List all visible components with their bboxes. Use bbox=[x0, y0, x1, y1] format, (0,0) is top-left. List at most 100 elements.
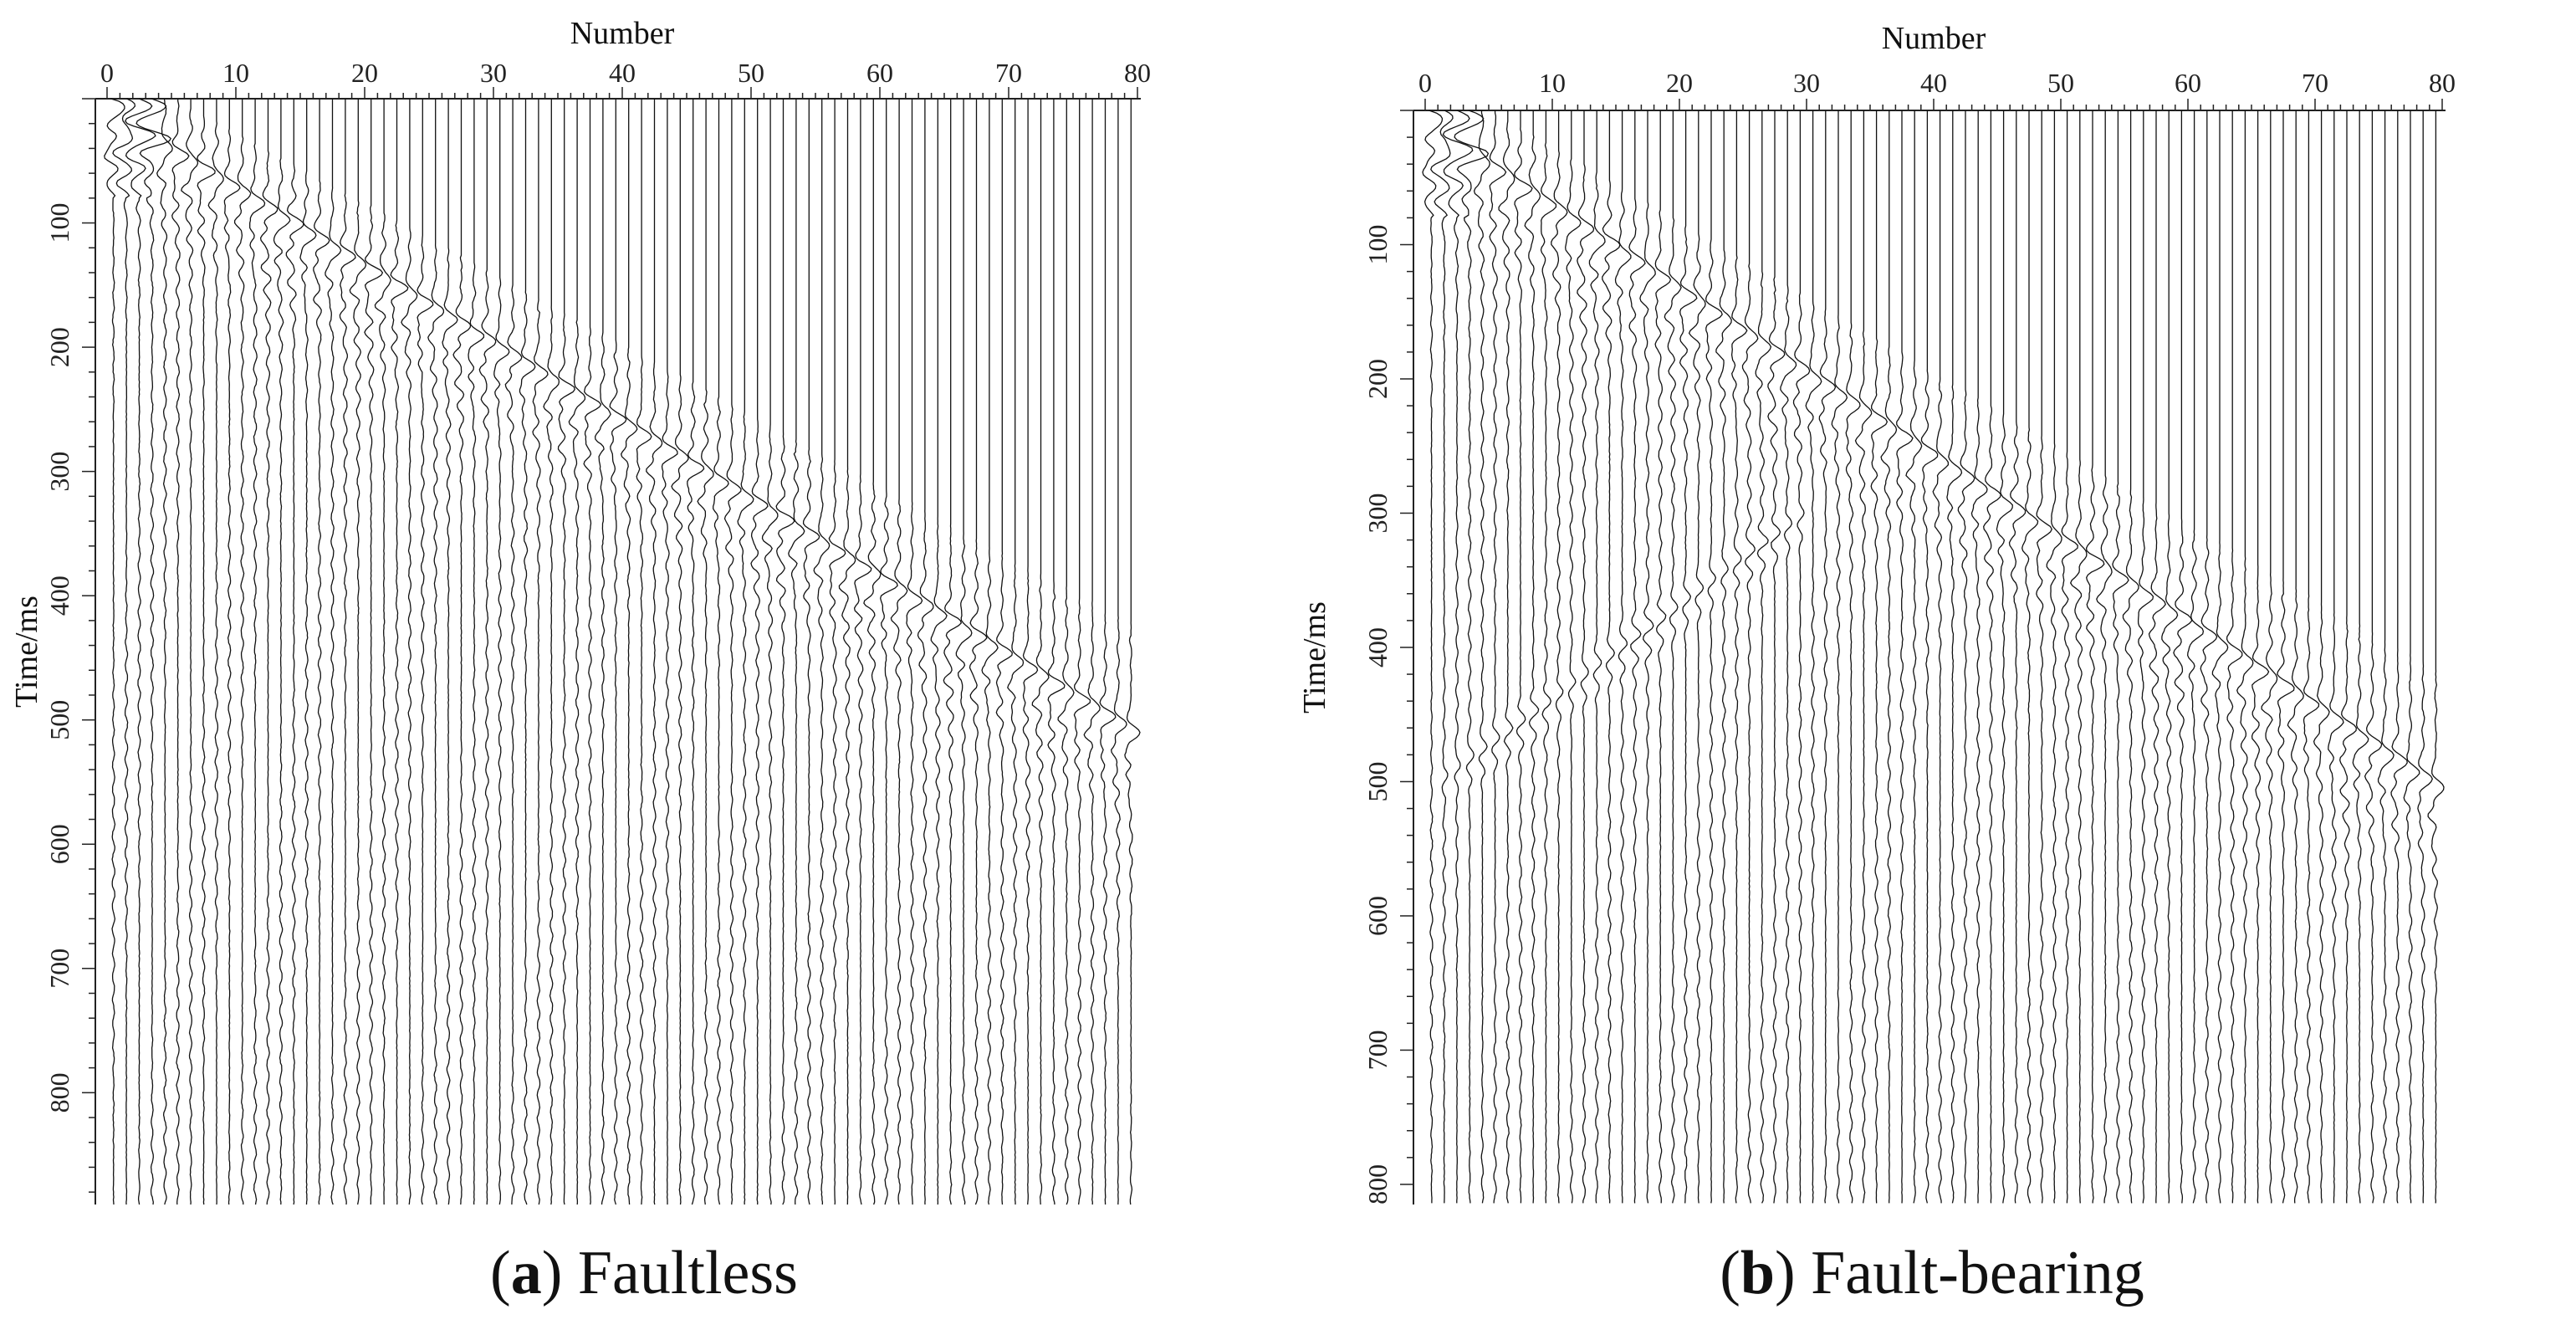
seismic-trace bbox=[1664, 110, 1682, 1204]
seismic-trace bbox=[156, 98, 173, 1205]
seismic-trace bbox=[838, 99, 856, 1205]
seismic-trace bbox=[568, 99, 586, 1205]
caption-letter: a bbox=[510, 1239, 542, 1307]
seismic-trace bbox=[1124, 99, 1141, 1205]
seismic-trace bbox=[2061, 110, 2078, 1204]
seismic-trace bbox=[880, 99, 898, 1205]
seismic-trace bbox=[1057, 99, 1075, 1205]
seismic-trace bbox=[761, 99, 779, 1205]
seismic-trace bbox=[1920, 110, 1939, 1204]
seismic-trace bbox=[2200, 110, 2218, 1204]
seismic-trace bbox=[1805, 110, 1822, 1204]
y-tick-label: 200 bbox=[44, 327, 74, 367]
seismic-trace bbox=[1454, 110, 1490, 1204]
seismic-trace bbox=[2187, 110, 2205, 1204]
seismic-trace bbox=[2137, 110, 2154, 1204]
seismic-trace bbox=[223, 99, 241, 1205]
seismic-trace bbox=[1473, 110, 1490, 1204]
seismic-trace bbox=[519, 99, 536, 1205]
seismic-trace bbox=[1767, 110, 1786, 1204]
seismic-trace bbox=[171, 99, 190, 1205]
seismic-trace bbox=[543, 99, 560, 1205]
x-tick-label: 10 bbox=[1539, 68, 1566, 98]
y-axis-title: Time/ms bbox=[1297, 601, 1332, 714]
y-tick-label: 600 bbox=[44, 824, 74, 864]
seismic-trace bbox=[1099, 99, 1117, 1205]
seismic-trace bbox=[2069, 110, 2088, 1204]
seismic-trace bbox=[2427, 110, 2445, 1204]
seismic-trace bbox=[621, 99, 638, 1205]
seismic-trace bbox=[207, 99, 224, 1205]
seismic-trace bbox=[2277, 110, 2295, 1204]
seismic-trace bbox=[750, 99, 769, 1205]
seismic-trace bbox=[181, 99, 199, 1205]
x-tick-label: 60 bbox=[2175, 68, 2201, 98]
seismic-trace bbox=[1780, 110, 1797, 1204]
seismic-trace bbox=[2008, 110, 2027, 1204]
seismic-trace bbox=[671, 99, 689, 1205]
seismic-trace bbox=[1983, 110, 2001, 1204]
seismic-trace bbox=[427, 99, 445, 1205]
seismic-trace bbox=[374, 99, 391, 1205]
x-tick-label: 10 bbox=[222, 58, 249, 88]
y-tick-label: 300 bbox=[44, 452, 74, 492]
seismic-trace bbox=[2211, 110, 2229, 1204]
seismic-trace bbox=[594, 99, 611, 1205]
x-tick-label: 40 bbox=[1920, 68, 1947, 98]
seismic-trace bbox=[1854, 110, 1873, 1204]
seismic-trace bbox=[557, 99, 575, 1205]
seismic-trace bbox=[468, 99, 485, 1205]
seismic-trace bbox=[2122, 110, 2139, 1204]
seismic-trace bbox=[890, 99, 908, 1205]
seismic-trace bbox=[493, 99, 510, 1205]
x-axis-title: Number bbox=[570, 16, 675, 51]
seismic-trace bbox=[452, 99, 472, 1205]
seismic-trace bbox=[687, 99, 705, 1205]
seismic-trace bbox=[2085, 110, 2105, 1204]
y-tick-label: 400 bbox=[1362, 627, 1393, 668]
seismic-trace bbox=[2303, 110, 2320, 1204]
seismic-trace bbox=[1565, 110, 1582, 1204]
seismic-trace bbox=[2377, 110, 2395, 1204]
seismic-trace bbox=[325, 99, 342, 1205]
seismic-trace bbox=[853, 99, 872, 1205]
seismic-trace bbox=[813, 99, 831, 1205]
seismic-trace bbox=[955, 99, 973, 1205]
seismic-trace bbox=[364, 99, 384, 1205]
seismic-trace bbox=[943, 99, 963, 1205]
seismic-trace bbox=[1792, 110, 1811, 1204]
seismic-trace bbox=[1705, 110, 1723, 1204]
seismic-trace bbox=[1679, 110, 1698, 1204]
y-tick-label: 400 bbox=[44, 575, 74, 616]
seismic-trace bbox=[2328, 110, 2344, 1204]
x-tick-label: 0 bbox=[100, 58, 114, 88]
seismic-trace bbox=[339, 99, 356, 1205]
caption-faultless: (a) Faultless bbox=[490, 1239, 798, 1307]
seismic-trace bbox=[532, 99, 549, 1205]
seismic-trace bbox=[636, 99, 652, 1205]
seismic-trace bbox=[1741, 110, 1759, 1204]
seismic-trace bbox=[233, 99, 252, 1205]
seismic-trace bbox=[1602, 110, 1621, 1204]
x-axis-title: Number bbox=[1882, 21, 1986, 56]
seismic-trace bbox=[504, 99, 523, 1205]
seismic-trace bbox=[1073, 99, 1091, 1205]
caption-fault-bearing: (b) Fault-bearing bbox=[1720, 1239, 2144, 1307]
seismic-trace bbox=[1031, 99, 1050, 1205]
y-tick-label: 700 bbox=[1362, 1030, 1393, 1070]
seismic-trace bbox=[1957, 110, 1975, 1204]
seismic-trace bbox=[1489, 110, 1507, 1204]
seismic-trace bbox=[299, 99, 317, 1205]
seismic-trace bbox=[273, 99, 291, 1205]
seismic-trace bbox=[104, 98, 125, 1205]
seismic-trace bbox=[583, 99, 602, 1205]
seismic-trace bbox=[1588, 110, 1606, 1204]
seismic-chart-fault-bearing: Number Time/ms 0 10 20 30 40 50 60 70 80 100 200 300 4… bbox=[1297, 21, 2456, 1205]
seismic-trace bbox=[125, 98, 156, 1205]
seismic-trace bbox=[2403, 110, 2420, 1204]
seismic-trace bbox=[1422, 110, 1444, 1204]
seismic-trace bbox=[2236, 110, 2254, 1204]
seismic-trace bbox=[2390, 110, 2408, 1204]
seismic-trace bbox=[1047, 99, 1066, 1205]
seismic-trace bbox=[661, 99, 678, 1205]
